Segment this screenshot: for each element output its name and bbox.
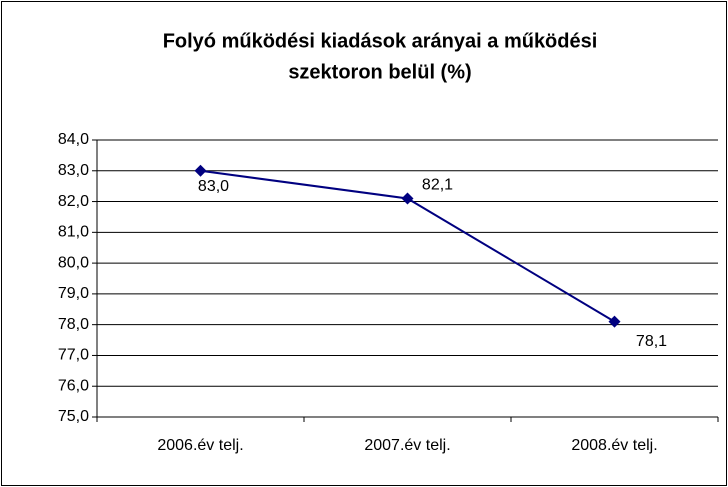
marker — [194, 164, 207, 177]
data-label: 78,1 — [636, 333, 667, 350]
y-tick-label: 82,0 — [58, 193, 89, 210]
data-label: 82,1 — [422, 177, 453, 194]
y-tick-label: 76,0 — [58, 377, 89, 394]
y-tick-label: 80,0 — [58, 254, 89, 271]
x-tick-label: 2008.év telj. — [571, 437, 657, 454]
marker — [608, 315, 621, 328]
x-tick-label: 2007.év telj. — [364, 437, 450, 454]
y-tick-label: 84,0 — [58, 131, 89, 148]
y-tick-label: 78,0 — [58, 316, 89, 333]
y-tick-label: 79,0 — [58, 285, 89, 302]
y-tick-label: 81,0 — [58, 224, 89, 241]
x-tick-label: 2006.év telj. — [157, 437, 243, 454]
marker — [401, 192, 414, 205]
y-tick-label: 83,0 — [58, 162, 89, 179]
y-tick-label: 75,0 — [58, 408, 89, 425]
chart-title: Folyó működési kiadások arányai a működé… — [163, 30, 598, 52]
chart-title: szektoron belül (%) — [288, 61, 471, 83]
y-tick-label: 77,0 — [58, 347, 89, 364]
data-label: 83,0 — [198, 178, 229, 195]
